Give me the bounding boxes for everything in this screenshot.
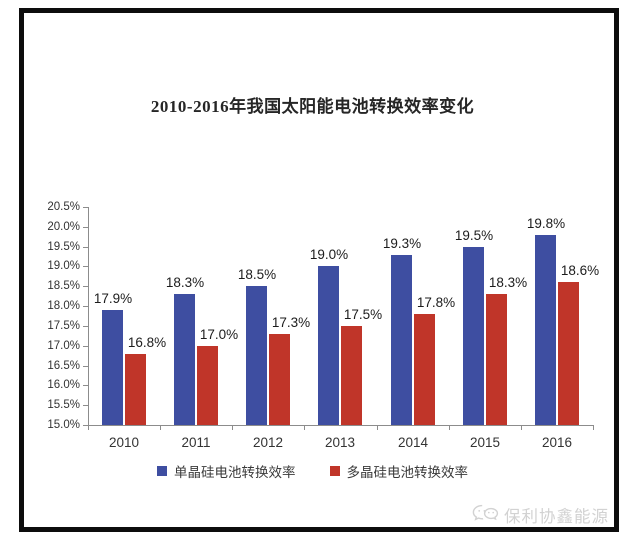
x-axis-tick (449, 426, 450, 430)
y-axis-tick-label: 20.5% (47, 201, 80, 213)
legend-label: 多晶硅电池转换效率 (346, 465, 469, 480)
y-axis-tick (83, 385, 88, 386)
y-axis-tick-label: 15.0% (47, 419, 80, 431)
mono-si-bar-2015 (463, 247, 484, 425)
legend-item-mono-si: 单晶硅电池转换效率 (157, 461, 296, 481)
x-axis-tick (377, 426, 378, 430)
x-axis-category-label: 2016 (541, 435, 573, 450)
y-axis-tick (83, 425, 88, 426)
y-axis-tick (83, 366, 88, 367)
y-axis-tick (83, 207, 88, 208)
bar-group-2012: 18.5% 17.3% (232, 207, 310, 425)
x-axis-line (88, 425, 594, 426)
bar-value-label-2010-s1: 17.9% (93, 291, 133, 306)
y-axis-tick-label: 19.0% (47, 260, 80, 272)
bar-value-label-2012-s1: 18.5% (237, 267, 277, 282)
bar-value-label-2016-s1: 19.8% (526, 216, 566, 231)
poly-si-bar-2016 (558, 282, 579, 425)
x-axis-category-label: 2012 (252, 435, 284, 450)
watermark: 保利协鑫能源 (472, 503, 609, 527)
y-axis-tick (83, 306, 88, 307)
legend-swatch-icon (329, 466, 340, 476)
y-axis-tick (83, 346, 88, 347)
y-axis-tick-label: 16.5% (47, 360, 80, 372)
y-axis-tick (83, 266, 88, 267)
mono-si-bar-2012 (246, 286, 267, 425)
mono-si-bar-2010 (102, 310, 123, 425)
bar-value-label-2014-s2: 17.8% (416, 295, 456, 310)
y-axis-tick-label: 18.0% (47, 300, 80, 312)
mono-si-bar-2013 (318, 266, 339, 425)
y-axis-tick-label: 18.5% (47, 280, 80, 292)
x-axis-category-label: 2011 (181, 435, 211, 450)
legend-label: 单晶硅电池转换效率 (174, 465, 296, 480)
x-axis-category-label: 2014 (397, 435, 429, 450)
bar-value-label-2014-s1: 19.3% (382, 236, 422, 251)
bar-group-2010: 17.9% 16.8% (88, 207, 166, 425)
poly-si-bar-2014 (414, 314, 435, 425)
mono-si-bar-2011 (174, 294, 195, 425)
y-axis-line (88, 207, 89, 426)
x-axis-tick (160, 426, 161, 430)
x-axis-category-label: 2015 (469, 435, 501, 450)
x-axis-tick (304, 426, 305, 430)
legend-item-poly-si: 多晶硅电池转换效率 (329, 461, 469, 481)
bar-value-label-2016-s2: 18.6% (560, 263, 600, 278)
poly-si-bar-2012 (269, 334, 290, 425)
bar-group-2016: 19.8% 18.6% (521, 207, 599, 425)
y-axis-tick-label: 17.5% (47, 320, 80, 332)
y-axis-tick (83, 247, 88, 248)
chart-title: 2010-2016年我国太阳能电池转换效率变化 (150, 97, 475, 116)
legend-swatch-icon (157, 466, 167, 476)
bar-value-label-2012-s2: 17.3% (271, 315, 311, 330)
bar-group-2015: 19.5% 18.3% (449, 207, 527, 425)
watermark-text: 保利协鑫能源 (504, 507, 609, 526)
x-axis-category-label: 2010 (108, 435, 140, 450)
bar-group-2013: 19.0% 17.5% (304, 207, 382, 425)
bar-value-label-2011-s2: 17.0% (199, 327, 239, 342)
mono-si-bar-2016 (535, 235, 556, 425)
y-axis-tick-label: 17.0% (47, 340, 80, 352)
bar-group-2014: 19.3% 17.8% (377, 207, 455, 425)
bar-value-label-2015-s1: 19.5% (454, 228, 494, 243)
chart-legend: 单晶硅电池转换效率 多晶硅电池转换效率 (20, 461, 605, 481)
mono-si-bar-2014 (391, 255, 412, 425)
bar-value-label-2015-s2: 18.3% (488, 275, 528, 290)
poly-si-bar-2010 (125, 354, 146, 425)
poly-si-bar-2015 (486, 294, 507, 425)
x-axis-tick (521, 426, 522, 430)
y-axis-tick-label: 15.5% (47, 399, 80, 411)
y-axis-tick-label: 20.0% (47, 221, 80, 233)
bar-value-label-2013-s2: 17.5% (343, 307, 383, 322)
y-axis-tick-label: 16.0% (47, 379, 80, 391)
poly-si-bar-2013 (341, 326, 362, 425)
bar-group-2011: 18.3% 17.0% (160, 207, 238, 425)
wechat-logo-icon (472, 504, 499, 521)
x-axis-category-label: 2013 (324, 435, 356, 450)
y-axis-tick (83, 405, 88, 406)
y-axis-tick (83, 227, 88, 228)
bar-value-label-2010-s2: 16.8% (127, 335, 167, 350)
x-axis-tick (88, 426, 89, 430)
x-axis-tick (593, 426, 594, 430)
x-axis-tick (232, 426, 233, 430)
poly-si-bar-2011 (197, 346, 218, 425)
y-axis-tick-label: 19.5% (47, 241, 80, 253)
bar-value-label-2013-s1: 19.0% (309, 247, 349, 262)
y-axis-tick (83, 326, 88, 327)
bar-value-label-2011-s1: 18.3% (165, 275, 205, 290)
y-axis-tick (83, 286, 88, 287)
